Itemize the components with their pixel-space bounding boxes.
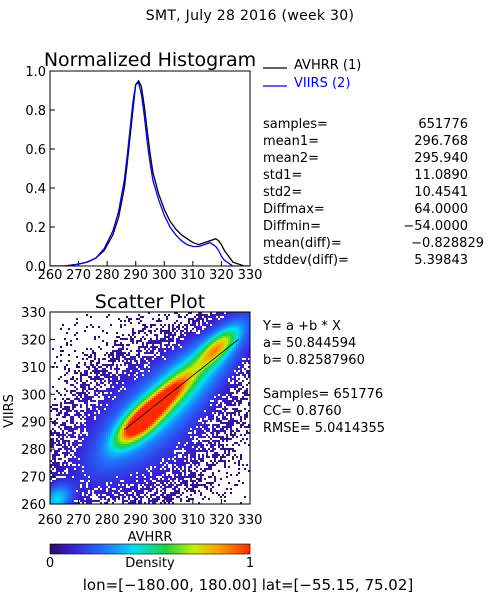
scatter-x-tick-label: 290 bbox=[123, 513, 148, 528]
histogram-x-ticks: 260 270 280 290 300 310 320 330 bbox=[38, 261, 263, 283]
histogram-line-avhrr bbox=[50, 79, 250, 266]
stat-mean2-label: mean2= bbox=[263, 151, 319, 166]
stat-samples-value: 651776 bbox=[418, 117, 468, 132]
scatter-y-tick-label: 310 bbox=[21, 361, 46, 376]
histogram-y-tick-label: 1.0 bbox=[25, 65, 46, 80]
regression-block: Y= a +b * X a= 50.844594 b= 0.82587960 S… bbox=[262, 319, 385, 436]
colorbar-min-label: 0 bbox=[46, 556, 54, 571]
histogram-series bbox=[50, 79, 250, 266]
stat-mean2-value: 295.940 bbox=[414, 151, 468, 166]
scatter-x-tick-label: 330 bbox=[238, 513, 263, 528]
stats-block: samples= 651776 mean1= 296.768 mean2= 29… bbox=[263, 117, 484, 268]
scatter-y-tick-label: 260 bbox=[21, 498, 46, 513]
scatter-x-label: AVHRR bbox=[128, 530, 173, 545]
stat-stddev-value: 5.39843 bbox=[414, 253, 468, 268]
scatter-density bbox=[50, 312, 250, 504]
histogram-legend: AVHRR (1) VIIRS (2) bbox=[263, 58, 361, 91]
stat-samples-label: samples= bbox=[263, 117, 328, 132]
stat-diffmax-value: 64.0000 bbox=[414, 202, 468, 217]
regression-equation: Y= a +b * X bbox=[262, 319, 341, 334]
stat-std2-label: std2= bbox=[263, 185, 302, 200]
scatter-y-label: VIIRS bbox=[2, 394, 17, 428]
histogram-x-tick-label: 310 bbox=[180, 268, 205, 283]
histogram-title: Normalized Histogram bbox=[44, 49, 256, 71]
scatter-y-tick-label: 320 bbox=[21, 333, 46, 348]
scatter-x-tick-label: 300 bbox=[152, 513, 177, 528]
stat-diffmin-value: −54.0000 bbox=[403, 219, 468, 234]
histogram-y-tick-label: 0.0 bbox=[25, 260, 46, 275]
footer-lonlat: lon=[−180.00, 180.00] lat=[−55.15, 75.02… bbox=[83, 576, 413, 594]
regression-b: b= 0.82587960 bbox=[263, 353, 365, 368]
scatter-x-tick-label: 280 bbox=[95, 513, 120, 528]
histogram-y-ticks: 0.0 0.2 0.4 0.6 0.8 1.0 bbox=[25, 65, 55, 275]
figure-title: SMT, July 28 2016 (week 30) bbox=[146, 8, 354, 24]
histogram-x-tick-label: 290 bbox=[123, 268, 148, 283]
histogram-x-tick-label: 320 bbox=[209, 268, 234, 283]
scatter-y-tick-label: 300 bbox=[21, 388, 46, 403]
colorbar-title: Density bbox=[125, 556, 175, 571]
histogram-x-tick-label: 330 bbox=[238, 268, 263, 283]
scatter-x-tick-label: 270 bbox=[66, 513, 91, 528]
scatter-x-tick-label: 320 bbox=[209, 513, 234, 528]
legend-label-avhrr: AVHRR (1) bbox=[294, 58, 361, 73]
histogram-y-tick-label: 0.8 bbox=[25, 104, 46, 119]
regression-a: a= 50.844594 bbox=[263, 336, 356, 351]
stat-std1-label: std1= bbox=[263, 168, 302, 183]
colorbar-gradient bbox=[49, 543, 251, 555]
scatter-x-tick-label: 260 bbox=[38, 513, 63, 528]
scatter-frame bbox=[49, 311, 251, 505]
regression-line-group bbox=[124, 338, 239, 431]
scatter-y-tick-label: 270 bbox=[21, 471, 46, 486]
histogram-x-tick-label: 300 bbox=[152, 268, 177, 283]
histogram-x-tick-label: 260 bbox=[38, 268, 63, 283]
stat-diffmax-label: Diffmax= bbox=[263, 202, 325, 217]
stat-stddev-label: stddev(diff)= bbox=[263, 253, 349, 268]
scatter-y-tick-label: 330 bbox=[21, 306, 46, 321]
stat-mean1-value: 296.768 bbox=[414, 134, 468, 149]
scatter-title: Scatter Plot bbox=[95, 291, 205, 313]
stat-meandiff-label: mean(diff)= bbox=[263, 236, 342, 251]
histogram-panel: Normalized Histogram 260 270 280 290 300 310 3… bbox=[25, 49, 361, 283]
scatter-x-ticks: 260 270 280 290 300 310 320 330 bbox=[38, 499, 263, 528]
regression-cc: CC= 0.8760 bbox=[263, 404, 342, 419]
stat-std2-value: 10.4541 bbox=[414, 185, 468, 200]
regression-samples: Samples= 651776 bbox=[263, 387, 383, 402]
stat-diffmin-label: Diffmin= bbox=[263, 219, 321, 234]
colorbar: 0 Density 1 bbox=[46, 543, 254, 571]
colorbar-max-label: 1 bbox=[246, 556, 254, 571]
regression-rmse: RMSE= 5.0414355 bbox=[263, 421, 385, 436]
histogram-y-tick-label: 0.6 bbox=[25, 143, 46, 158]
stat-mean1-label: mean1= bbox=[263, 134, 319, 149]
histogram-frame bbox=[49, 70, 251, 267]
scatter-panel: Scatter Plot 260 270 280 290 300 310 320 330 26… bbox=[2, 291, 262, 545]
scatter-y-tick-label: 290 bbox=[21, 416, 46, 431]
scatter-y-tick-label: 280 bbox=[21, 443, 46, 458]
scatter-x-tick-label: 310 bbox=[180, 513, 205, 528]
histogram-x-tick-label: 280 bbox=[95, 268, 120, 283]
histogram-y-tick-label: 0.2 bbox=[25, 221, 46, 236]
histogram-x-tick-label: 270 bbox=[66, 268, 91, 283]
regression-line bbox=[124, 338, 239, 431]
stat-std1-value: 11.0890 bbox=[414, 168, 468, 183]
stat-meandiff-value: −0.828829 bbox=[411, 236, 484, 251]
scatter-y-ticks: 260 270 280 290 300 310 320 330 bbox=[21, 306, 55, 513]
legend-label-viirs: VIIRS (2) bbox=[294, 76, 350, 91]
histogram-line-viirs bbox=[50, 81, 250, 266]
histogram-y-tick-label: 0.4 bbox=[25, 182, 46, 197]
